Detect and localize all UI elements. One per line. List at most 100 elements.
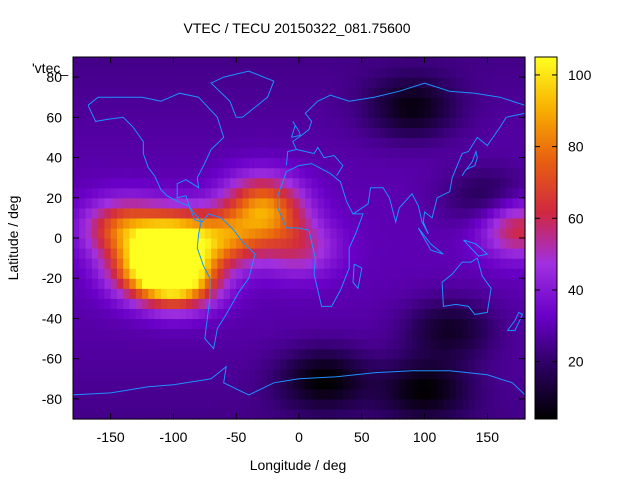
heatmap-cell — [424, 57, 432, 68]
heatmap-cell — [342, 378, 350, 390]
heatmap-cell — [173, 248, 181, 259]
heatmap-cell — [198, 378, 206, 390]
y-tick-label: -20 — [42, 270, 62, 286]
heatmap-cell — [129, 117, 137, 128]
heatmap-cell — [380, 368, 388, 380]
heatmap-cell — [443, 157, 451, 169]
heatmap-cell — [493, 358, 501, 370]
heatmap-cell — [374, 167, 382, 179]
heatmap-cell — [85, 167, 93, 179]
heatmap-cell — [386, 187, 394, 199]
heatmap-cell — [160, 77, 168, 88]
heatmap-cell — [123, 238, 131, 249]
heatmap-cell — [280, 57, 288, 68]
heatmap-cell — [355, 288, 363, 299]
heatmap-cell — [437, 408, 444, 420]
heatmap-cell — [204, 318, 212, 330]
heatmap-cell — [91, 328, 99, 340]
heatmap-cell — [374, 187, 382, 199]
heatmap-cell — [430, 398, 438, 410]
heatmap-cell — [368, 87, 375, 98]
heatmap-cell — [330, 238, 338, 249]
heatmap-cell — [462, 157, 470, 169]
heatmap-cell — [355, 167, 363, 179]
heatmap-cell — [449, 398, 457, 410]
heatmap-cell — [324, 398, 331, 410]
heatmap-cell — [273, 77, 281, 88]
heatmap-cell — [342, 388, 350, 400]
heatmap-cell — [317, 358, 325, 370]
heatmap-cell — [148, 107, 156, 118]
heatmap-cell — [173, 328, 181, 340]
heatmap-cell — [292, 248, 300, 259]
heatmap-cell — [487, 298, 495, 309]
heatmap-cell — [173, 338, 181, 350]
heatmap-cell — [204, 227, 212, 239]
heatmap-cell — [110, 408, 118, 420]
heatmap-cell — [204, 268, 212, 279]
heatmap-cell — [380, 67, 388, 78]
heatmap-cell — [393, 187, 401, 199]
heatmap-cell — [198, 278, 206, 289]
heatmap-cell — [412, 97, 419, 108]
heatmap-cell — [154, 67, 162, 78]
heatmap-cell — [399, 137, 407, 149]
heatmap-cell — [386, 67, 394, 78]
heatmap-cell — [518, 107, 526, 118]
heatmap-cell — [229, 378, 237, 390]
heatmap-cell — [154, 368, 162, 380]
heatmap-cell — [512, 378, 520, 390]
heatmap-cell — [91, 87, 99, 98]
heatmap-cell — [186, 298, 193, 309]
heatmap-cell — [261, 348, 269, 360]
heatmap-cell — [91, 368, 99, 380]
heatmap-cell — [474, 127, 482, 139]
heatmap-cell — [123, 97, 131, 108]
heatmap-cell — [98, 308, 105, 320]
heatmap-cell — [455, 308, 463, 320]
heatmap-cell — [85, 378, 93, 390]
heatmap-cell — [393, 398, 401, 410]
heatmap-cell — [91, 268, 99, 279]
heatmap-cell — [123, 378, 131, 390]
heatmap-cell — [324, 308, 331, 320]
heatmap-cell — [223, 338, 231, 350]
heatmap-cell — [73, 177, 80, 189]
heatmap-cell — [154, 217, 162, 229]
heatmap-cell — [399, 238, 407, 249]
heatmap-cell — [399, 248, 407, 259]
heatmap-cell — [499, 328, 507, 340]
heatmap-cell — [336, 57, 344, 68]
heatmap-cell — [192, 147, 200, 159]
heatmap-cell — [512, 358, 520, 370]
heatmap-cell — [85, 358, 93, 370]
heatmap-cell — [386, 248, 394, 259]
heatmap-cell — [349, 67, 357, 78]
heatmap-cell — [443, 308, 451, 320]
heatmap-cell — [186, 157, 193, 169]
x-tick-label: 150 — [476, 429, 500, 445]
heatmap-cell — [91, 248, 99, 259]
heatmap-cell — [229, 268, 237, 279]
heatmap-cell — [455, 137, 463, 149]
heatmap-cell — [380, 117, 388, 128]
heatmap-cell — [499, 137, 507, 149]
heatmap-cell — [242, 378, 250, 390]
heatmap-cell — [349, 348, 357, 360]
heatmap-cell — [412, 217, 419, 229]
heatmap-cell — [148, 298, 156, 309]
heatmap-cell — [299, 107, 306, 118]
heatmap-cell — [167, 127, 175, 139]
heatmap-cell — [267, 238, 275, 249]
heatmap-cell — [493, 157, 501, 169]
coastline — [417, 227, 444, 255]
heatmap-cell — [481, 308, 488, 320]
heatmap-cell — [129, 368, 137, 380]
heatmap-cell — [443, 167, 451, 179]
heatmap-cell — [91, 348, 99, 360]
heatmap-cell — [493, 268, 501, 279]
heatmap-cell — [223, 137, 231, 149]
heatmap-cell — [236, 137, 244, 149]
coastline — [285, 82, 526, 166]
heatmap-cell — [443, 57, 451, 68]
